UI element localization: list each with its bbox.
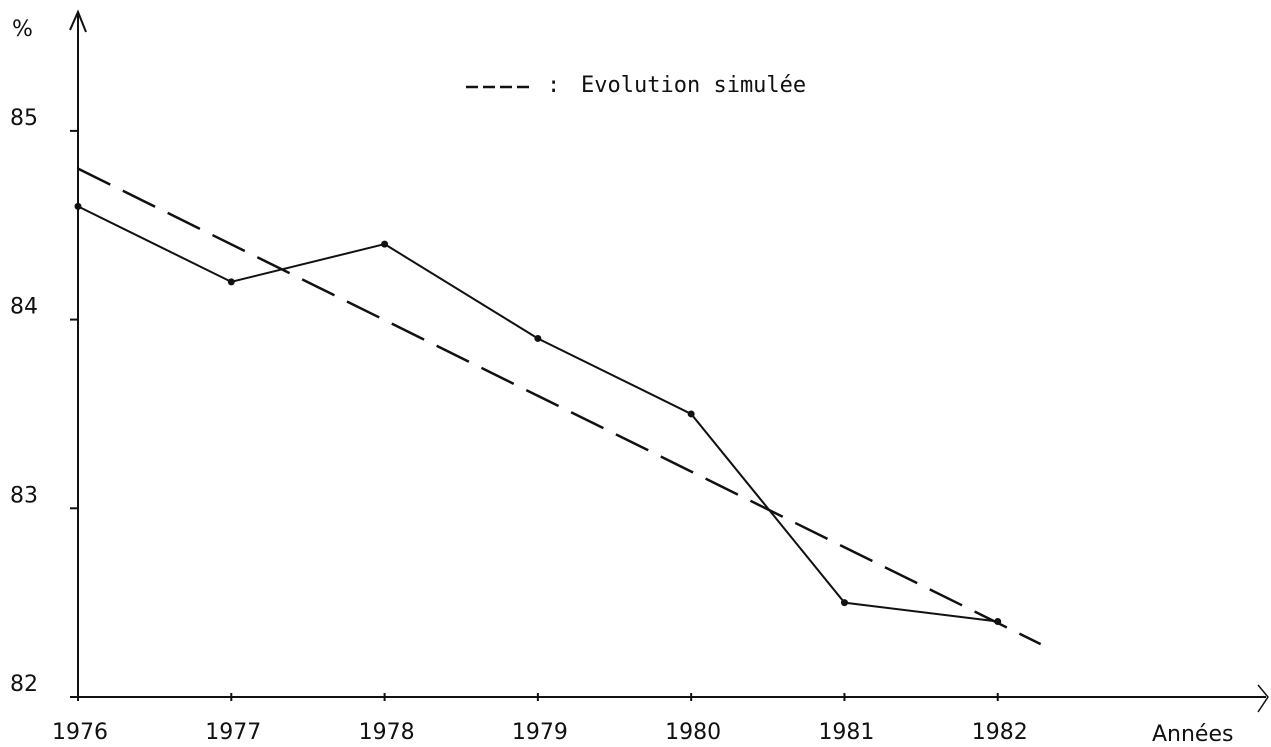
point — [74, 202, 82, 210]
point — [840, 599, 848, 607]
y-axis-label: % — [12, 17, 33, 42]
y-tick-label: 85 — [10, 106, 38, 131]
legend-separator: : — [547, 73, 560, 98]
point — [381, 240, 389, 248]
point — [687, 410, 695, 418]
point — [227, 278, 235, 286]
x-arrow — [1257, 684, 1269, 713]
y-tick-label: 83 — [10, 483, 38, 508]
x-tick-label: 1979 — [512, 720, 568, 745]
legend-label: Evolution simulée — [581, 73, 806, 98]
series-line — [77, 167, 1042, 646]
x-tick-label: 1977 — [205, 720, 261, 745]
y-tick-label: 82 — [10, 672, 38, 697]
x-tick-label: 1982 — [972, 720, 1028, 745]
point — [534, 334, 542, 342]
x-tick-label: 1980 — [665, 720, 721, 745]
x-tick-label: 1981 — [818, 720, 874, 745]
y-arrow — [69, 9, 87, 33]
x-tick-label: 1976 — [52, 720, 108, 745]
x-tick-label: 1978 — [359, 720, 415, 745]
x-axis-label: Années — [1152, 722, 1233, 747]
series-line — [77, 205, 998, 623]
y-tick-label: 84 — [10, 295, 38, 320]
